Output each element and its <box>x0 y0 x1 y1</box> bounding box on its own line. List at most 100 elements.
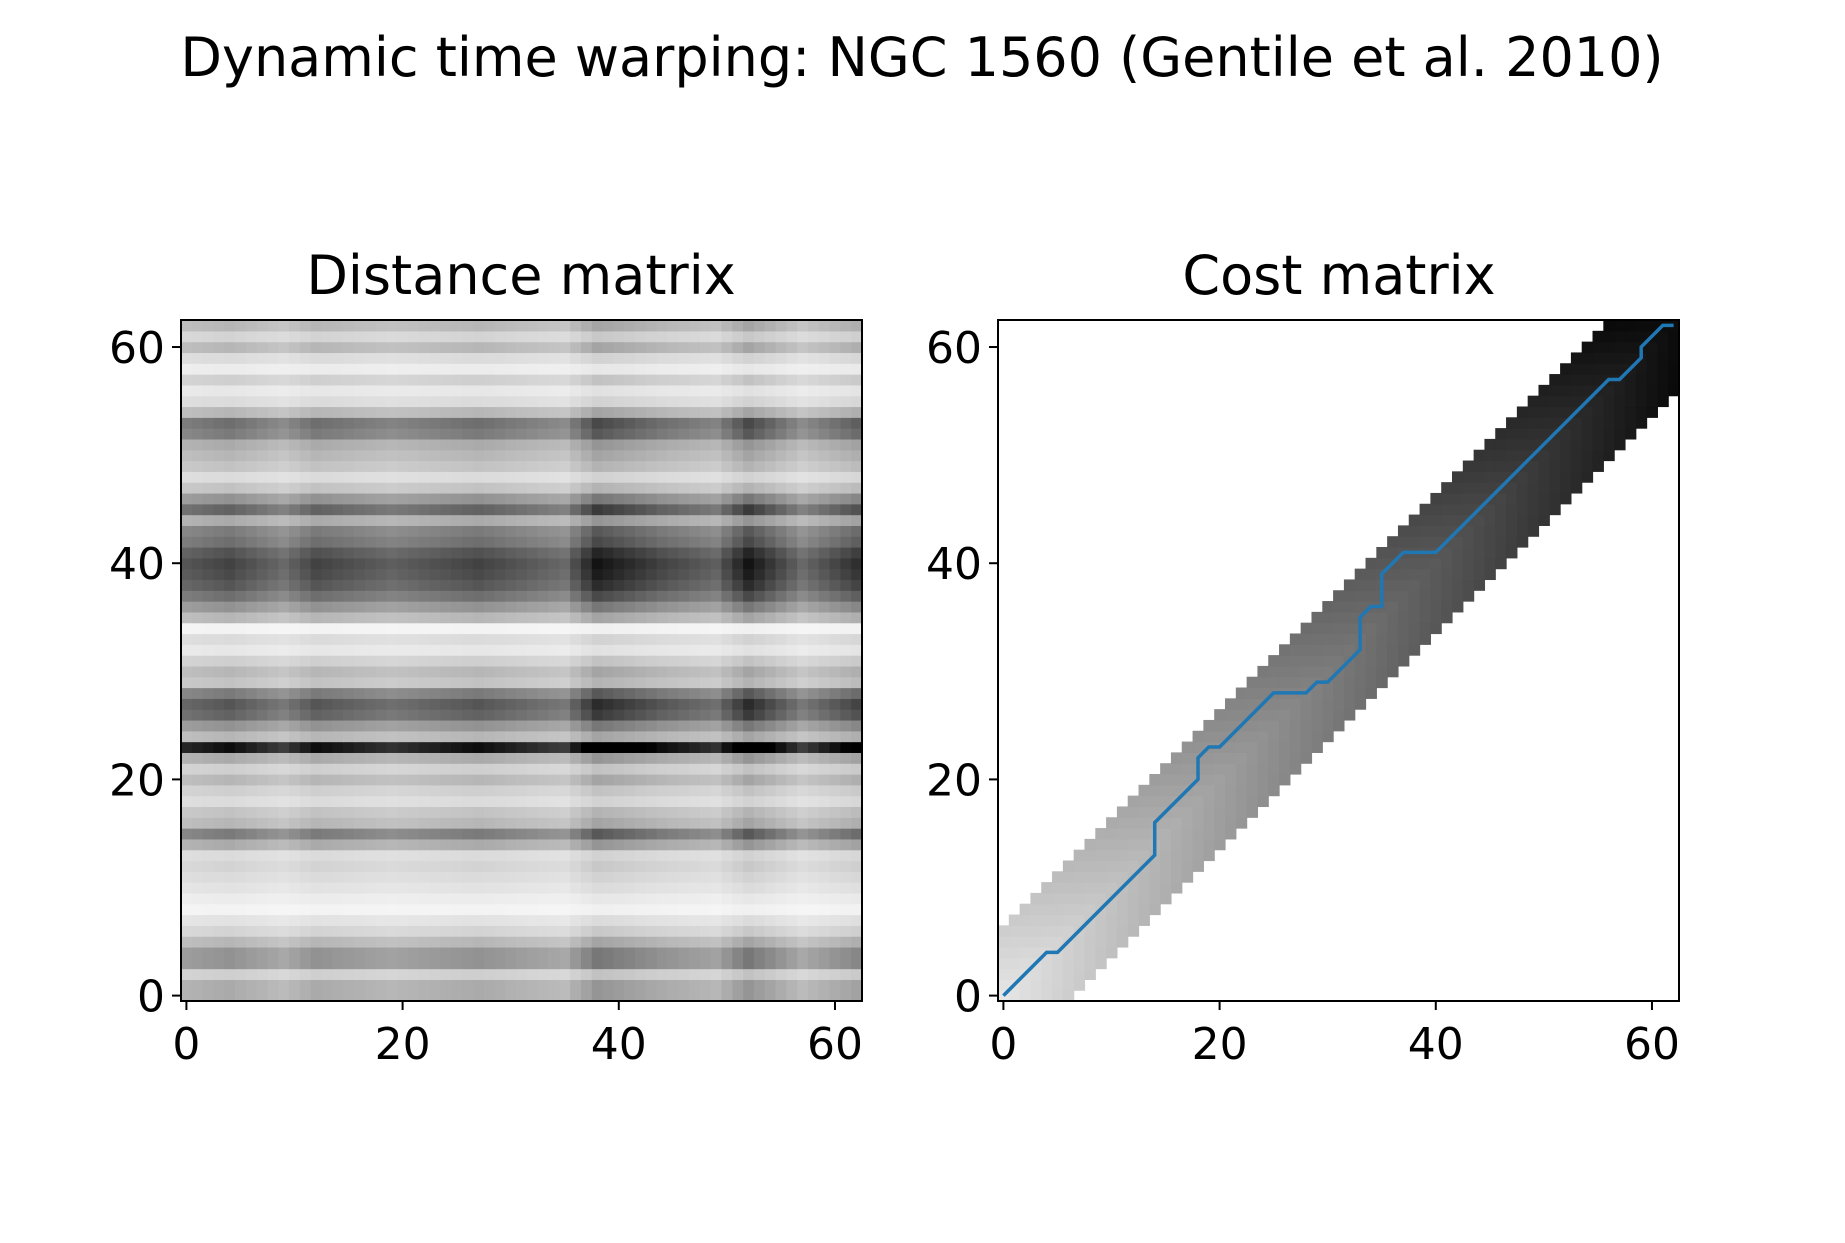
distance-cell <box>624 492 636 505</box>
distance-cell <box>656 406 669 418</box>
distance-cell <box>602 622 614 635</box>
distance-cell <box>332 838 344 851</box>
cost-cell <box>1214 763 1226 775</box>
distance-cell <box>278 730 290 743</box>
distance-cell <box>851 936 863 948</box>
distance-cell <box>570 936 582 948</box>
distance-cell <box>710 687 723 699</box>
distance-cell <box>364 828 377 840</box>
distance-cell <box>635 817 647 829</box>
distance-cell <box>645 741 658 753</box>
distance-cell <box>602 806 614 818</box>
distance-cell <box>602 968 614 980</box>
distance-cell <box>332 784 344 797</box>
distance-cell <box>299 838 312 851</box>
distance-cell <box>645 719 658 732</box>
distance-cell <box>278 946 290 959</box>
distance-cell <box>786 730 798 743</box>
distance-cell <box>591 968 604 980</box>
distance-cell <box>537 579 550 591</box>
distance-cell <box>267 957 279 970</box>
cost-cell <box>1170 774 1183 786</box>
cost-cell <box>1073 936 1086 948</box>
distance-cell <box>472 536 485 548</box>
distance-cell <box>689 709 701 721</box>
cost-cell <box>1560 406 1572 418</box>
distance-cell <box>418 903 431 916</box>
distance-cell <box>289 752 301 764</box>
distance-cell <box>418 568 431 581</box>
distance-cell <box>624 536 636 548</box>
distance-cell <box>829 352 841 364</box>
distance-cell <box>202 925 215 937</box>
distance-cell <box>235 774 247 786</box>
distance-cell <box>516 525 528 537</box>
distance-cell <box>429 374 442 386</box>
distance-cell <box>472 320 485 332</box>
distance-cell <box>797 568 809 581</box>
distance-cell <box>364 817 377 829</box>
cost-cell <box>1441 590 1453 602</box>
cost-cell <box>1192 741 1204 753</box>
distance-cell <box>743 871 755 883</box>
cost-cell <box>1181 838 1194 851</box>
distance-cell <box>764 979 777 991</box>
distance-cell <box>580 752 593 764</box>
distance-cell <box>256 871 269 883</box>
distance-cell <box>462 460 474 472</box>
distance-cell <box>753 320 766 332</box>
distance-cell <box>289 882 301 894</box>
cost-cell <box>1192 806 1204 818</box>
distance-cell <box>299 622 312 635</box>
cost-cell <box>1289 633 1302 645</box>
distance-cell <box>635 806 647 818</box>
distance-cell <box>343 363 355 375</box>
distance-cell <box>516 568 528 581</box>
distance-cell <box>299 709 312 721</box>
distance-cell <box>494 525 506 537</box>
distance-cell <box>289 417 301 429</box>
distance-cell <box>818 492 831 505</box>
distance-cell <box>678 547 690 559</box>
distance-cell <box>191 384 204 397</box>
distance-cell <box>310 601 323 613</box>
distance-cell <box>851 676 863 689</box>
distance-cell <box>321 514 333 526</box>
cost-matrix-y-tick-label: 20 <box>926 755 982 806</box>
distance-cell <box>505 903 517 916</box>
distance-cell <box>472 741 485 753</box>
distance-cell <box>235 395 247 408</box>
distance-cell <box>299 752 312 764</box>
distance-cell <box>689 763 701 775</box>
distance-cell <box>321 547 333 559</box>
distance-cell <box>397 936 409 948</box>
distance-cell <box>235 622 247 635</box>
distance-cell <box>343 817 355 829</box>
distance-cell <box>267 741 279 753</box>
cost-cell <box>1333 719 1345 732</box>
distance-cell <box>829 990 841 1002</box>
distance-cell <box>408 492 420 505</box>
distance-cell <box>743 384 755 397</box>
cost-cell <box>1484 482 1496 494</box>
distance-cell <box>429 601 442 613</box>
distance-cell <box>797 817 809 829</box>
distance-cell <box>310 492 323 505</box>
distance-cell <box>526 492 539 505</box>
distance-cell <box>689 449 701 462</box>
distance-cell <box>245 828 258 840</box>
distance-cell <box>591 622 604 635</box>
distance-cell <box>797 622 809 635</box>
distance-cell <box>343 406 355 418</box>
distance-cell <box>256 979 269 991</box>
distance-cell <box>516 374 528 386</box>
distance-cell <box>256 914 269 926</box>
distance-cell <box>440 763 452 775</box>
distance-cell <box>289 784 301 797</box>
distance-cell <box>635 709 647 721</box>
distance-cell <box>645 384 658 397</box>
distance-cell <box>829 460 841 472</box>
distance-cell <box>710 374 723 386</box>
distance-cell <box>537 557 550 570</box>
distance-cell <box>472 438 485 451</box>
